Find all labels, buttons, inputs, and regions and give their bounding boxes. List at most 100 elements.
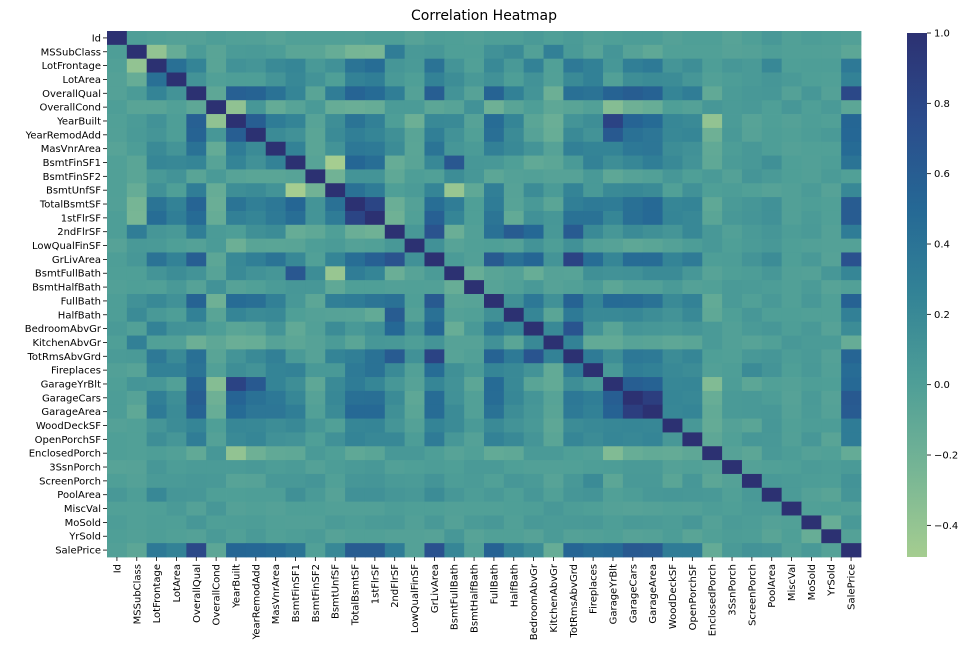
heatmap-cell-OverallCond-Id	[107, 100, 128, 115]
heatmap-cell-MSSubClass-2ndFlrSF	[384, 44, 406, 60]
heatmap-cell-WoodDeckSF-2ndFlrSF	[384, 418, 406, 433]
heatmap-cell-BsmtUnfSF-GarageYrBlt	[603, 183, 624, 198]
heatmap-cell-1stFlrSF-KitchenAbvGr	[543, 210, 564, 226]
heatmap-cell-GarageYrBlt-MSSubClass	[126, 377, 148, 392]
heatmap-cell-PoolArea-TotalBsmtSF	[345, 487, 366, 503]
heatmap-cell-BsmtFullBath-3SsnPorch	[722, 266, 743, 281]
heatmap-cell-OpenPorchSF-2ndFlrSF	[384, 432, 406, 447]
heatmap-cell-2ndFlrSF-FullBath	[484, 224, 505, 240]
heatmap-cell-FullBath-LowQualFinSF	[404, 294, 425, 309]
heatmap-cell-MiscVal-EnclosedPorch	[702, 501, 723, 516]
heatmap-cell-BsmtFinSF2-SalePrice	[841, 169, 862, 184]
heatmap-cell-LotArea-LotFrontage	[146, 72, 167, 87]
heatmap-cell-OverallQual-MiscVal	[781, 86, 802, 101]
heatmap-cell-BsmtFinSF1-TotalBsmtSF	[345, 155, 366, 170]
x-axis-tick-labels: Id MSSubClass LotFrontage LotArea OverallQua…	[112, 557, 858, 640]
heatmap-cell-YearRemodAdd-YearRemodAdd	[245, 127, 267, 143]
heatmap-cell-GarageCars-GrLivArea	[424, 390, 445, 406]
heatmap-cell-YrSold-Fireplaces	[583, 529, 604, 544]
heatmap-cell-HalfBath-BsmtFullBath	[444, 307, 465, 323]
heatmap-cell-YearBuilt-OverallQual	[186, 114, 207, 129]
heatmap-cell-BsmtHalfBath-BsmtFullBath	[444, 280, 465, 295]
heatmap-cell-GarageCars-Id	[107, 390, 128, 406]
heatmap-cell-Id-BsmtFinSF2	[305, 31, 326, 46]
heatmap-cell-2ndFlrSF-GarageYrBlt	[603, 224, 624, 240]
x-tick-label-EnclosedPorch: EnclosedPorch	[708, 564, 719, 636]
heatmap-cell-MSSubClass-OpenPorchSF	[682, 44, 703, 60]
heatmap-cell-YearBuilt-MoSold	[801, 114, 822, 129]
heatmap-cell-LotFrontage-2ndFlrSF	[384, 58, 406, 73]
heatmap-cell-YearRemodAdd-GarageArea	[642, 127, 663, 143]
heatmap-cell-BsmtFinSF2-Id	[107, 169, 128, 184]
heatmap-cell-EnclosedPorch-MoSold	[801, 446, 822, 461]
heatmap-cell-Fireplaces-BsmtFinSF2	[305, 363, 326, 378]
heatmap-cell-MasVnrArea-MasVnrArea	[265, 141, 286, 156]
heatmap-cell-LotFrontage-GarageArea	[642, 58, 663, 73]
y-tick-label-TotalBsmtSF: TotalBsmtSF	[39, 200, 101, 211]
heatmap-cell-BsmtHalfBath-GarageCars	[622, 280, 644, 295]
heatmap-cell-YrSold-FullBath	[484, 529, 505, 544]
heatmap-cell-TotalBsmtSF-Fireplaces	[583, 197, 604, 212]
heatmap-cell-KitchenAbvGr-MSSubClass	[126, 335, 148, 350]
heatmap-cell-BsmtFullBath-MasVnrArea	[265, 266, 286, 281]
heatmap-cell-BsmtHalfBath-OpenPorchSF	[682, 280, 703, 295]
heatmap-cell-OverallQual-YearBuilt	[226, 86, 247, 101]
heatmap-cell-3SsnPorch-2ndFlrSF	[384, 460, 406, 475]
heatmap-cell-GarageYrBlt-BedroomAbvGr	[523, 377, 544, 392]
heatmap-cell-EnclosedPorch-BsmtUnfSF	[325, 446, 346, 461]
heatmap-cell-YearBuilt-3SsnPorch	[722, 114, 743, 129]
heatmap-cell-LowQualFinSF-3SsnPorch	[722, 238, 743, 253]
heatmap-cell-MiscVal-BsmtFullBath	[444, 501, 465, 516]
y-axis-tick-labels: IdMSSubClassLotFrontageLotAreaOverallQua…	[25, 33, 107, 557]
heatmap-cell-LotFrontage-YearBuilt	[226, 58, 247, 73]
heatmap-cell-GarageArea-GarageCars	[622, 404, 644, 419]
heatmap-cell-Id-YrSold	[821, 31, 842, 46]
heatmap-cell-YrSold-LotArea	[166, 529, 187, 544]
heatmap-cell-YearBuilt-FullBath	[484, 114, 505, 129]
heatmap-cell-ScreenPorch-GarageYrBlt	[603, 473, 624, 489]
heatmap-cell-BsmtFinSF2-YearRemodAdd	[245, 169, 267, 184]
heatmap-cell-OverallCond-FullBath	[484, 100, 505, 115]
heatmap-cell-BsmtHalfBath-WoodDeckSF	[662, 280, 683, 295]
heatmap-cell-GrLivArea-YearBuilt	[226, 252, 247, 267]
heatmap-cell-MoSold-LotArea	[166, 515, 187, 530]
heatmap-cell-LowQualFinSF-1stFlrSF	[364, 238, 386, 253]
heatmap-cell-TotalBsmtSF-SalePrice	[841, 197, 862, 212]
heatmap-cell-TotRmsAbvGrd-1stFlrSF	[364, 349, 386, 364]
heatmap-cell-KitchenAbvGr-Fireplaces	[583, 335, 604, 350]
heatmap-cell-PoolArea-BsmtFullBath	[444, 487, 465, 503]
heatmap-cell-1stFlrSF-PoolArea	[761, 210, 783, 226]
x-tick-label-TotalBsmtSF: TotalBsmtSF	[351, 564, 362, 626]
heatmap-cell-OverallQual-ScreenPorch	[741, 86, 763, 101]
heatmap-cell-GarageCars-TotRmsAbvGrd	[563, 390, 584, 406]
heatmap-cell-YearRemodAdd-OverallQual	[186, 127, 207, 143]
heatmap-cell-TotalBsmtSF-YearRemodAdd	[245, 197, 267, 212]
heatmap-cell-2ndFlrSF-MasVnrArea	[265, 224, 286, 240]
heatmap-cell-SalePrice-BsmtFinSF1	[285, 543, 306, 558]
heatmap-cell-BsmtFinSF2-FullBath	[484, 169, 505, 184]
heatmap-cell-OpenPorchSF-LowQualFinSF	[404, 432, 425, 447]
heatmap-cell-MasVnrArea-ScreenPorch	[741, 141, 763, 156]
heatmap-cell-BsmtFinSF1-GrLivArea	[424, 155, 445, 170]
heatmap-cell-ScreenPorch-EnclosedPorch	[702, 473, 723, 489]
heatmap-cell-OpenPorchSF-1stFlrSF	[364, 432, 386, 447]
heatmap-cell-TotRmsAbvGrd-OpenPorchSF	[682, 349, 703, 364]
y-tick-label-BsmtUnfSF: BsmtUnfSF	[46, 186, 101, 197]
heatmap-cell-MoSold-YrSold	[821, 515, 842, 530]
heatmap-cell-ScreenPorch-BsmtFinSF2	[305, 473, 326, 489]
heatmap-cell-2ndFlrSF-LotFrontage	[146, 224, 167, 240]
heatmap-cell-FullBath-YrSold	[821, 294, 842, 309]
colorbar-tick-label: 0.0	[934, 380, 950, 391]
heatmap-cell-WoodDeckSF-MSSubClass	[126, 418, 148, 433]
heatmap-cell-SalePrice-YrSold	[821, 543, 842, 558]
heatmap-cell-BsmtHalfBath-KitchenAbvGr	[543, 280, 564, 295]
heatmap-cell-BsmtHalfBath-LotArea	[166, 280, 187, 295]
heatmap-cell-MiscVal-Id	[107, 501, 128, 516]
heatmap-cell-BsmtFullBath-LotArea	[166, 266, 187, 281]
heatmap-cell-TotRmsAbvGrd-YrSold	[821, 349, 842, 364]
heatmap-cell-GarageCars-LotFrontage	[146, 390, 167, 406]
heatmap-cell-BsmtUnfSF-HalfBath	[503, 183, 525, 198]
heatmap-cell-TotRmsAbvGrd-MiscVal	[781, 349, 802, 364]
heatmap-cell-GarageArea-MasVnrArea	[265, 404, 286, 419]
heatmap-cell-BsmtUnfSF-SalePrice	[841, 183, 862, 198]
